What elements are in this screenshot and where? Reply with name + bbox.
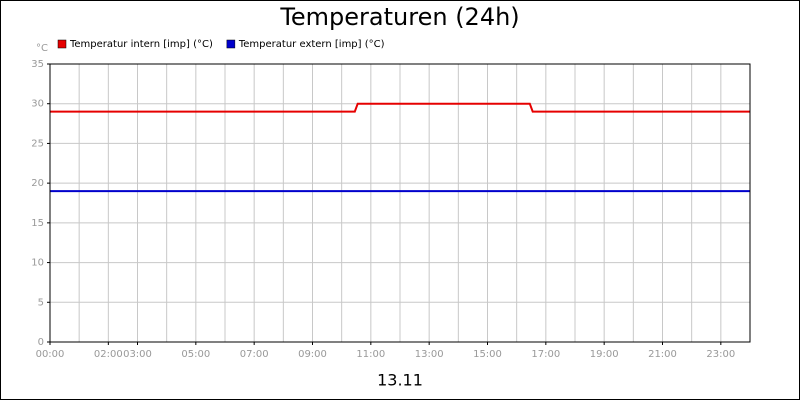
x-tick-label: 09:00 [298,349,327,360]
x-tick-label: 23:00 [706,349,735,360]
x-tick-label: 11:00 [356,349,385,360]
legend-swatch [57,39,67,49]
y-tick-label: 35 [31,59,44,70]
legend-label: Temperatur intern [imp] (°C) [69,39,213,50]
x-tick-label: 05:00 [181,349,210,360]
x-tick-label: 07:00 [240,349,269,360]
x-tick-label: 17:00 [531,349,560,360]
y-tick-label: 20 [31,178,44,189]
x-tick-label: 13:00 [415,349,444,360]
y-tick-label: 10 [31,258,44,269]
legend-label: Temperatur extern [imp] (°C) [238,39,385,50]
y-tick-label: 5 [38,297,44,308]
y-tick-label: 0 [38,337,44,348]
x-tick-label: 21:00 [648,349,677,360]
x-tick-label: 15:00 [473,349,502,360]
y-tick-label: 30 [31,99,44,110]
plot-border [49,63,751,343]
x-tick-label: 02:00 [94,349,123,360]
marks [50,102,750,193]
x-tick-label: 00:00 [36,349,65,360]
series-line [50,102,750,113]
x-axis-label: 13.11 [377,371,423,390]
y-tick-label: 25 [31,138,44,149]
chart-title: Temperaturen (24h) [279,3,519,31]
x-tick-label: 03:00 [123,349,152,360]
y-tick-label: 15 [31,218,44,229]
legend-swatch [226,39,236,49]
x-tick-label: 19:00 [590,349,619,360]
y-axis-label: °C [36,43,48,54]
